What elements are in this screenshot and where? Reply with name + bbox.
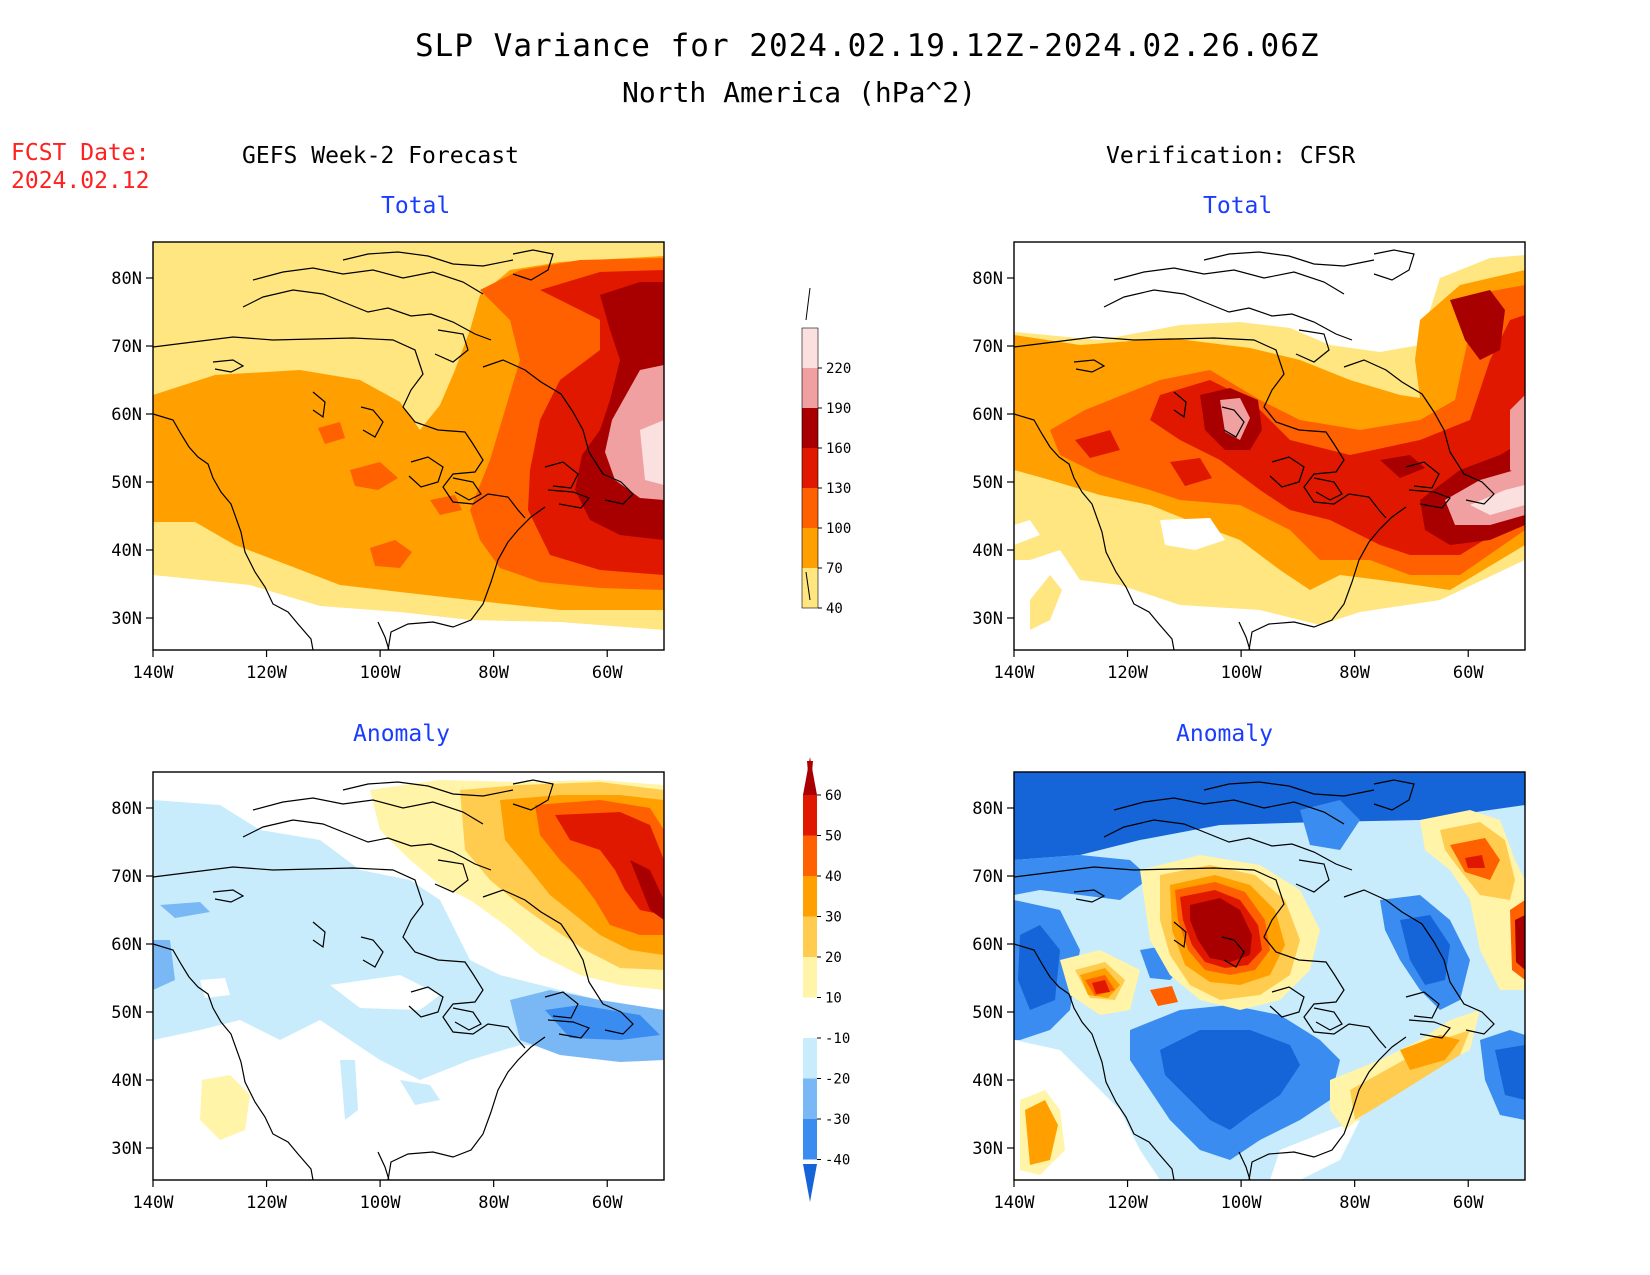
anomaly-colorbar-swatch	[803, 835, 817, 876]
total-colorbar-label: 70	[826, 561, 843, 577]
forecast-anomaly-lat-tick-label: 70N	[111, 867, 142, 887]
forecast-anomaly-lon-tick-label: 140W	[133, 1193, 175, 1213]
forecast-anomaly-lon-tick-label: 100W	[360, 1193, 402, 1213]
anomaly-colorbar-label: 60	[825, 788, 842, 804]
verification-total-lat-tick-label: 80N	[972, 269, 1003, 289]
total-colorbar-label: 40	[826, 601, 843, 617]
forecast-total-lat-tick-label: 30N	[111, 609, 142, 629]
forecast-anomaly-lat-tick-label: 50N	[111, 1003, 142, 1023]
verification-anomaly-lat-tick-label: 50N	[972, 1003, 1003, 1023]
forecast-anomaly-lat-tick-label: 80N	[111, 799, 142, 819]
forecast-total-lon-tick-label: 60W	[592, 663, 623, 683]
total-colorbar-swatch	[802, 328, 818, 368]
verification-anomaly-lat-tick-label: 80N	[972, 799, 1003, 819]
total-colorbar-swatch	[802, 448, 818, 488]
verification-anomaly-lon-tick-label: 100W	[1221, 1193, 1263, 1213]
verification-anomaly-lat-tick-label: 60N	[972, 935, 1003, 955]
total-colorbar-label: 190	[826, 401, 851, 417]
verification-anomaly-lon-tick-label: 140W	[994, 1193, 1036, 1213]
total-colorbar-swatch	[802, 568, 818, 608]
forecast-anomaly-lon-tick-label: 120W	[246, 1193, 288, 1213]
verification-anomaly-lat-tick-label: 70N	[972, 867, 1003, 887]
total-colorbar-swatch	[802, 488, 818, 528]
verification-total-lon-tick-label: 80W	[1339, 663, 1370, 683]
fcst-date-value: 2024.02.12	[11, 168, 150, 194]
total-colorbar-swatch	[802, 368, 818, 408]
total-colorbar-label: 100	[826, 521, 851, 537]
fcst-date-label: FCST Date:	[11, 140, 150, 166]
verification-total-lat-tick-label: 30N	[972, 609, 1003, 629]
forecast-total-lon-tick-label: 80W	[478, 663, 509, 683]
verification-anomaly-map	[1013, 771, 1526, 1181]
forecast-anomaly-map	[152, 771, 665, 1181]
forecast-anomaly-lat-tick-label: 60N	[111, 935, 142, 955]
anomaly-colorbar-swatch	[803, 997, 817, 1038]
verification-total-lat-tick-label: 40N	[972, 541, 1003, 561]
anomaly-colorbar-swatch	[803, 957, 817, 998]
anomaly-colorbar-label: -30	[825, 1112, 850, 1128]
panel-label-forecast-total: Total	[381, 193, 451, 219]
anomaly-colorbar-label: 50	[825, 829, 842, 845]
total-colorbar-label: 130	[826, 481, 851, 497]
total-colorbar-swatch	[802, 408, 818, 448]
total-colorbar-swatch	[802, 528, 818, 568]
figure-subtitle: North America (hPa^2)	[622, 76, 977, 109]
forecast-total-map	[152, 241, 665, 651]
forecast-total-lat-tick-label: 70N	[111, 337, 142, 357]
anomaly-colorbar-swatch	[803, 916, 817, 957]
verification-anomaly-lon-tick-label: 80W	[1339, 1193, 1370, 1213]
verification-total-lon-tick-label: 120W	[1107, 663, 1149, 683]
verification-total-lat-tick-label: 70N	[972, 337, 1003, 357]
forecast-total-lon-tick-label: 140W	[133, 663, 175, 683]
total-colorbar-label: 160	[826, 441, 851, 457]
panel-label-forecast-anomaly: Anomaly	[353, 721, 450, 747]
anomaly-colorbar: 60 50 40 30 20 10 -10 -20 -30 -40	[803, 757, 850, 1202]
anomaly-colorbar-swatch	[803, 876, 817, 917]
anomaly-colorbar-label: 10	[825, 991, 842, 1007]
anomaly-colorbar-swatch	[803, 1119, 817, 1160]
anomaly-colorbar-label: -40	[825, 1153, 850, 1169]
verification-column-title: Verification: CFSR	[1106, 143, 1356, 169]
panel-label-verification-total: Total	[1203, 193, 1273, 219]
verification-anomaly-lon-tick-label: 60W	[1453, 1193, 1484, 1213]
forecast-total-lat-tick-label: 40N	[111, 541, 142, 561]
forecast-anomaly-lon-tick-label: 60W	[592, 1193, 623, 1213]
forecast-total-lat-tick-label: 60N	[111, 405, 142, 425]
verification-anomaly-lat-tick-label: 30N	[972, 1139, 1003, 1159]
forecast-anomaly-lon-tick-label: 80W	[478, 1193, 509, 1213]
forecast-total-lat-tick-label: 80N	[111, 269, 142, 289]
anomaly-colorbar-label: -10	[825, 1031, 850, 1047]
anomaly-colorbar-swatch	[803, 795, 817, 836]
verification-total-lon-tick-label: 60W	[1453, 663, 1484, 683]
total-colorbar-label: 220	[826, 361, 851, 377]
anomaly-colorbar-label: 40	[825, 869, 842, 885]
anomaly-colorbar-swatch	[803, 1038, 817, 1079]
panel-label-verification-anomaly: Anomaly	[1176, 721, 1273, 747]
anomaly-colorbar-label: -20	[825, 1072, 850, 1088]
verification-total-map	[1013, 241, 1526, 651]
verification-total-lat-tick-label: 60N	[972, 405, 1003, 425]
anomaly-colorbar-swatch	[803, 1078, 817, 1119]
anomaly-colorbar-label: 30	[825, 910, 842, 926]
verification-total-lon-tick-label: 140W	[994, 663, 1036, 683]
forecast-total-lon-tick-label: 120W	[246, 663, 288, 683]
verification-anomaly-lon-tick-label: 120W	[1107, 1193, 1149, 1213]
verification-anomaly-lat-tick-label: 40N	[972, 1071, 1003, 1091]
forecast-anomaly-lat-tick-label: 40N	[111, 1071, 142, 1091]
figure-title: SLP Variance for 2024.02.19.12Z-2024.02.…	[415, 28, 1320, 64]
forecast-total-lat-tick-label: 50N	[111, 473, 142, 493]
forecast-column-title: GEFS Week-2 Forecast	[242, 143, 519, 169]
forecast-total-lon-tick-label: 100W	[360, 663, 402, 683]
verification-total-lon-tick-label: 100W	[1221, 663, 1263, 683]
total-colorbar: 40 70 100 130 160 190 220	[801, 287, 851, 617]
anomaly-colorbar-label: 20	[825, 950, 842, 966]
forecast-anomaly-lat-tick-label: 30N	[111, 1139, 142, 1159]
verification-total-lat-tick-label: 50N	[972, 473, 1003, 493]
